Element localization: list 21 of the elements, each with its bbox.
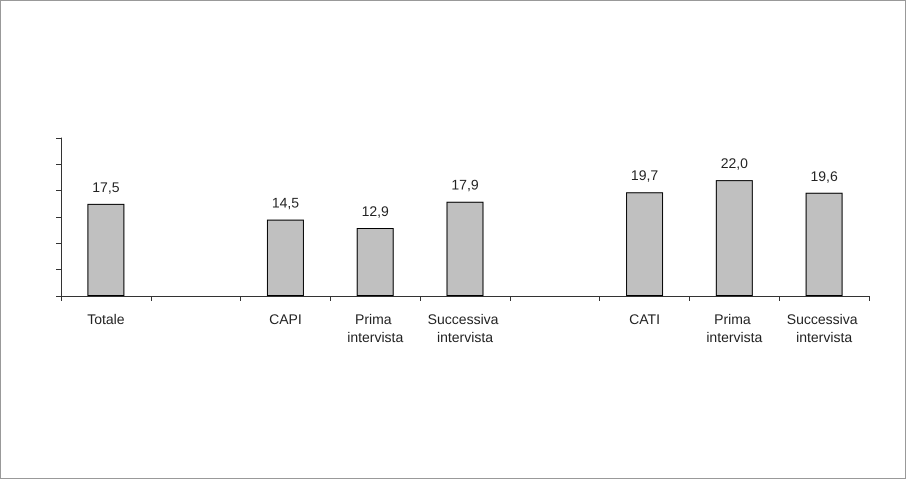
bar	[806, 192, 843, 296]
bar	[356, 228, 394, 296]
data-label: 19,7	[630, 167, 658, 184]
bar	[716, 180, 753, 296]
bar	[446, 202, 484, 296]
x-tick-label: Successiva intervista	[786, 311, 862, 345]
data-label: 17,9	[451, 176, 479, 193]
x-tick-label: Successiva intervista	[428, 311, 502, 345]
x-tick-label: CAPI	[269, 311, 302, 327]
x-tick-label: Prima intervista	[347, 311, 404, 345]
bar	[626, 192, 664, 296]
data-label: 12,9	[362, 203, 390, 220]
data-label: 14,5	[272, 194, 300, 211]
x-tick-label: Totale	[87, 311, 125, 327]
x-tick-label: Prima intervista	[706, 311, 763, 345]
data-label: 19,6	[810, 168, 838, 184]
data-label: 17,5	[92, 178, 120, 195]
x-tick-label: CATI	[629, 311, 660, 327]
bar	[87, 204, 124, 296]
data-label: 22,0	[720, 155, 748, 172]
bar	[266, 220, 304, 296]
